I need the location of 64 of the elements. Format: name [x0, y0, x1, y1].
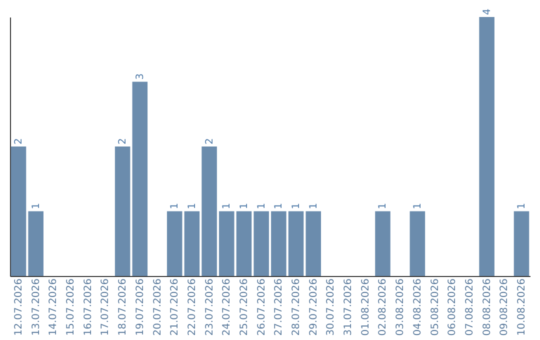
x-tick-label: 01.08.2026: [360, 278, 372, 336]
x-tick-label: 13.07.2026: [30, 278, 42, 336]
data-label: 1: [238, 202, 250, 210]
x-tick-label: 19.07.2026: [134, 278, 146, 336]
x-tick-label: 06.08.2026: [447, 278, 458, 336]
x-tick-label: 29.07.2026: [308, 278, 320, 336]
x-tick-label: 08.08.2026: [482, 278, 493, 336]
data-label: 1: [222, 202, 233, 210]
x-tick-label: 14.07.2026: [48, 278, 60, 336]
data-label: 2: [118, 138, 129, 144]
x-tick-label: 28.07.2026: [291, 278, 302, 336]
data-label: 3: [134, 73, 146, 80]
data-label: 4: [482, 8, 493, 15]
bar: [114, 146, 130, 276]
data-label: 1: [378, 202, 389, 210]
data-label: 1: [186, 202, 198, 210]
bar: [202, 146, 217, 276]
x-tick-label: 31.07.2026: [343, 278, 354, 336]
x-tick-label: 21.07.2026: [170, 278, 181, 336]
data-label: 2: [14, 138, 24, 144]
data-label: 2: [204, 138, 216, 144]
data-label: 1: [308, 202, 320, 210]
x-tick-label: 07.08.2026: [464, 278, 476, 336]
x-tick-label: 22.07.2026: [186, 278, 198, 336]
x-tick-label: 24.07.2026: [222, 278, 233, 336]
bar: [166, 211, 182, 276]
bar: [410, 211, 426, 276]
x-tick-label: 03.08.2026: [395, 278, 406, 336]
x-tick-label: 15.07.2026: [66, 278, 77, 336]
x-tick-label: 17.07.2026: [100, 278, 112, 336]
x-tick-label: 02.08.2026: [378, 278, 389, 336]
bar: [254, 211, 269, 276]
x-tick-label: 10.08.2026: [516, 278, 528, 336]
x-tick-label: 20.07.2026: [152, 278, 164, 336]
data-label: 1: [516, 202, 528, 210]
bar: [271, 211, 286, 276]
data-label: 1: [170, 202, 181, 210]
bar: [184, 211, 200, 276]
bar: [288, 211, 304, 276]
bar: [375, 211, 390, 276]
bar: [479, 17, 494, 276]
x-tick-label: 26.07.2026: [256, 278, 268, 336]
data-label: 1: [274, 202, 285, 210]
x-tick-label: 05.08.2026: [430, 278, 441, 336]
bar: [514, 211, 530, 276]
x-tick-label: 25.07.2026: [238, 278, 250, 336]
bar: [10, 146, 26, 276]
data-label: 1: [291, 202, 302, 210]
x-tick-label: 09.08.2026: [499, 278, 510, 336]
bar: [132, 82, 148, 276]
x-tick-label: 16.07.2026: [82, 278, 94, 336]
x-tick-label: 04.08.2026: [412, 278, 424, 336]
x-tick-label: 27.07.2026: [274, 278, 285, 336]
x-tick-label: 30.07.2026: [326, 278, 337, 336]
x-tick-label: 18.07.2026: [118, 278, 129, 336]
x-tick-label: 23.07.2026: [204, 278, 216, 336]
data-label: 1: [412, 202, 424, 210]
data-label: 1: [256, 202, 268, 210]
bar: [219, 211, 234, 276]
bar: [28, 211, 44, 276]
bar: [306, 211, 321, 276]
x-tick-label: 12.07.2026: [14, 278, 24, 336]
data-label: 1: [30, 202, 42, 210]
bar: [236, 211, 252, 276]
